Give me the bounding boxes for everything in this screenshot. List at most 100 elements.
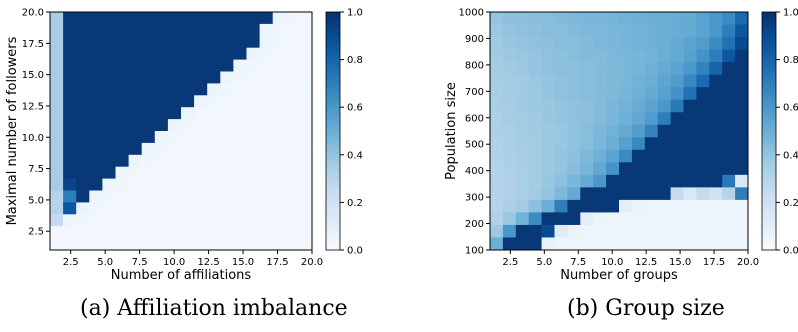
heatmap-cell xyxy=(259,119,274,132)
heatmap-cell xyxy=(657,12,671,25)
heatmap-cell xyxy=(233,47,247,60)
heatmap-cell xyxy=(167,202,182,215)
heatmap-cell xyxy=(63,107,77,120)
heatmap-cell xyxy=(181,83,195,96)
heatmap-cell xyxy=(528,24,542,38)
heatmap-cell xyxy=(102,59,116,72)
heatmap-cell xyxy=(115,178,129,191)
heatmap-cell xyxy=(233,178,247,191)
heatmap-cell xyxy=(735,49,749,63)
heatmap-cell xyxy=(181,178,195,191)
heatmap-cell xyxy=(181,131,195,144)
colorbar: 0.0 0.2 0.4 0.6 0.8 1.0 xyxy=(761,8,798,257)
heatmap-cell xyxy=(644,137,659,151)
heatmap-cell xyxy=(259,71,274,84)
heatmap-cell xyxy=(167,190,182,203)
caption-b: (b) Group size xyxy=(567,296,725,321)
heatmap-cell xyxy=(298,214,313,227)
heatmap-cell xyxy=(220,23,234,37)
heatmap-cell xyxy=(102,12,116,25)
heatmap-cell xyxy=(606,62,620,76)
heatmap-cell xyxy=(89,178,103,191)
heatmap-cell xyxy=(657,124,671,138)
heatmap-cell xyxy=(89,238,103,251)
heatmap-cell xyxy=(89,131,103,144)
heatmap-cell xyxy=(670,87,684,101)
heatmap-cell xyxy=(541,199,555,213)
x-tick-label: 17.5 xyxy=(266,257,288,268)
heatmap-cell xyxy=(154,71,169,84)
heatmap-cell xyxy=(606,74,620,88)
heatmap-cell xyxy=(670,12,684,25)
heatmap-cell xyxy=(670,149,684,163)
heatmap-cell xyxy=(644,174,659,188)
heatmap-cell xyxy=(515,99,530,113)
heatmap-cell xyxy=(580,212,594,226)
heatmap-cell xyxy=(220,95,234,108)
heatmap-cell xyxy=(76,71,90,84)
heatmap-cell xyxy=(631,124,646,138)
heatmap-cell xyxy=(490,99,504,113)
heatmap-cell xyxy=(259,214,274,227)
colorbar-tick-label: 0.0 xyxy=(347,246,363,257)
heatmap-cell xyxy=(102,226,116,239)
heatmap-cell xyxy=(194,47,208,60)
heatmap-cell xyxy=(631,37,646,50)
heatmap-cell xyxy=(502,74,517,88)
heatmap-cell xyxy=(102,23,116,37)
heatmap-cell xyxy=(502,187,517,201)
heatmap-cell xyxy=(154,131,169,144)
heatmap-cell xyxy=(233,107,247,120)
heatmap-cell xyxy=(709,62,723,76)
heatmap-cell xyxy=(285,214,300,227)
heatmap-cell xyxy=(207,190,221,203)
heatmap-cell xyxy=(631,62,646,76)
heatmap-cell xyxy=(76,95,90,108)
heatmap-cell xyxy=(102,119,116,132)
heatmap-cell xyxy=(154,23,169,37)
heatmap-cell xyxy=(619,124,633,138)
heatmap-cell xyxy=(735,212,749,226)
heatmap-cell xyxy=(515,137,530,151)
heatmap-cell xyxy=(76,59,90,72)
heatmap-cell xyxy=(722,149,736,163)
colorbar-tick-label: 0.6 xyxy=(783,103,798,114)
heatmap-cell xyxy=(115,202,129,215)
heatmap-cell xyxy=(683,224,697,238)
heatmap-cell xyxy=(63,142,77,156)
heatmap-cell xyxy=(194,166,208,179)
heatmap-cell xyxy=(709,12,723,25)
heatmap-cell xyxy=(554,87,568,101)
heatmap-cell xyxy=(722,74,736,88)
heatmap-cell xyxy=(735,62,749,76)
heatmap-cell xyxy=(490,162,504,176)
heatmap-cell xyxy=(272,35,287,49)
heatmap-cell xyxy=(89,214,103,227)
heatmap-cell xyxy=(181,47,195,60)
heatmap-cell xyxy=(207,131,221,144)
heatmap-cell xyxy=(50,71,64,84)
heatmap-cell xyxy=(141,154,156,168)
heatmap-affiliation-imbalance: 2.5 5.0 7.5 10.0 12.5 15.0 17.5 20.0 2.5 5.0 7.5 1… xyxy=(5,8,363,284)
heatmap-cell xyxy=(670,137,684,151)
heatmap-cell xyxy=(515,12,530,25)
heatmap-cell xyxy=(696,62,710,76)
heatmap-cell xyxy=(154,226,169,239)
colorbar-gradient xyxy=(761,11,777,251)
heatmap-cell xyxy=(194,226,208,239)
heatmap-cell xyxy=(580,162,594,176)
heatmap-cell xyxy=(619,237,633,251)
heatmap-cell xyxy=(298,83,313,96)
heatmap-cell xyxy=(735,99,749,113)
heatmap-cell xyxy=(50,95,64,108)
heatmap-cell xyxy=(490,62,504,76)
heatmap-cell xyxy=(76,190,90,203)
heatmap-cell xyxy=(593,99,607,113)
heatmap-cell xyxy=(128,214,143,227)
heatmap-cell xyxy=(50,119,64,132)
heatmap-cell xyxy=(528,149,542,163)
heatmap-cell xyxy=(631,24,646,38)
heatmap-cell xyxy=(154,202,169,215)
heatmap-cell xyxy=(220,190,234,203)
x-tick-label: 10.0 xyxy=(163,257,185,268)
